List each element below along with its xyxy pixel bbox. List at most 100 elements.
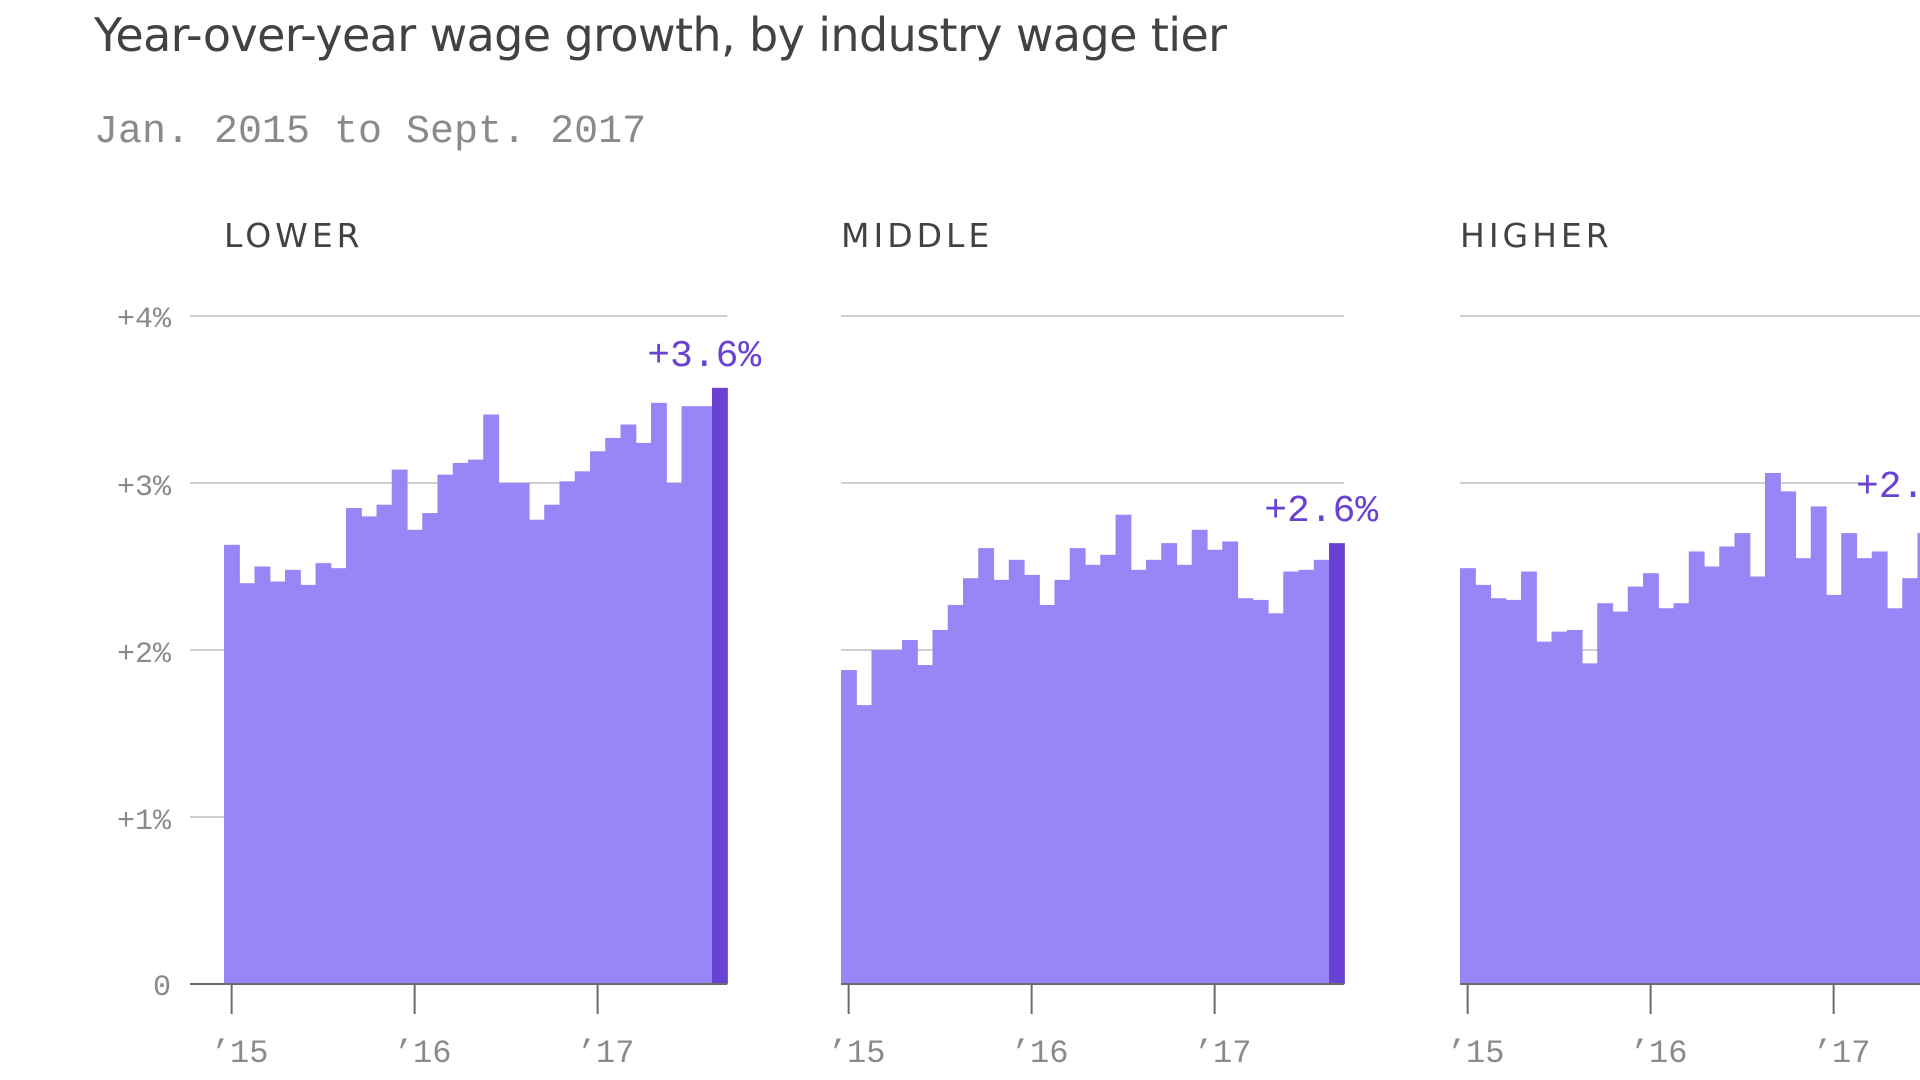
bar (437, 474, 454, 984)
y-tick-label: +4% (117, 303, 172, 337)
bar (422, 513, 439, 984)
bar (330, 568, 347, 984)
bar (1460, 568, 1476, 984)
x-tick-label: ’15 (828, 1035, 886, 1072)
bar (1085, 564, 1101, 984)
bar (1252, 599, 1269, 984)
bar (605, 437, 622, 984)
bar (1176, 564, 1193, 984)
bar (1749, 576, 1766, 984)
bar (1810, 506, 1827, 984)
bar (1597, 603, 1614, 984)
x-tick-label: ’17 (1194, 1035, 1252, 1072)
bar (978, 548, 995, 984)
bar (1795, 558, 1812, 984)
last-value-annotation: +3.6% (647, 335, 761, 378)
bar (1719, 546, 1736, 984)
bar (1673, 603, 1690, 984)
bar (391, 469, 408, 984)
bar (285, 569, 301, 984)
bar (1283, 571, 1300, 984)
bar (1161, 543, 1178, 984)
bar-highlight (1329, 543, 1345, 984)
bar (886, 650, 903, 984)
bar (1704, 566, 1720, 984)
y-tick-label: 0 (153, 971, 171, 1005)
bar (1298, 569, 1315, 984)
x-tick-label: ’15 (1447, 1035, 1505, 1072)
panel-middle: MIDDLE +2.6% ’15 ’16 ’17 (828, 216, 1379, 1072)
bar (1826, 594, 1842, 984)
panel-lower: LOWER +3.6% ’15 ’16 ’17 (190, 216, 761, 1072)
bar (1521, 571, 1537, 984)
bar (1734, 533, 1751, 984)
panel-title: LOWER (224, 216, 364, 255)
panel-title: MIDDLE (841, 216, 993, 255)
bar (498, 483, 515, 984)
bar (1191, 529, 1208, 984)
bar (1841, 533, 1858, 984)
x-tick-label: ’17 (1813, 1035, 1871, 1072)
bar (1856, 558, 1873, 984)
y-tick-label: +2% (117, 638, 172, 672)
y-tick-label: +3% (117, 471, 172, 505)
y-axis-labels: +4% +3% +2% +1% 0 (117, 303, 172, 1005)
bar (513, 483, 530, 984)
bar (529, 519, 545, 984)
bar (1582, 663, 1598, 984)
bar (269, 581, 286, 984)
bar (544, 504, 561, 984)
x-tick-label: ’16 (394, 1035, 452, 1072)
bar (1115, 514, 1132, 984)
bar (1222, 541, 1239, 984)
bar (856, 705, 873, 984)
bar (407, 529, 423, 984)
panel-title: HIGHER (1460, 216, 1613, 255)
bar (452, 462, 469, 985)
bar (590, 451, 606, 984)
bar (1871, 551, 1888, 984)
bar (1658, 608, 1675, 984)
bar (993, 579, 1010, 984)
x-tick-label: ’16 (1011, 1035, 1069, 1072)
last-value-annotation: +2. (1856, 466, 1920, 509)
bar (1475, 584, 1492, 984)
bar (681, 406, 698, 984)
bar (361, 516, 378, 984)
bar (1566, 629, 1583, 984)
bar (1100, 554, 1117, 984)
bar (346, 508, 362, 984)
bar (1551, 631, 1568, 984)
bar (1902, 578, 1919, 984)
bar (1505, 599, 1522, 984)
bar (1024, 574, 1040, 984)
bar (1490, 598, 1507, 984)
chart-subtitle: Jan. 2015 to Sept. 2017 (94, 110, 647, 155)
bar (947, 604, 964, 984)
bar (254, 566, 271, 984)
x-tick-label: ’16 (1630, 1035, 1688, 1072)
bar (300, 584, 317, 984)
bar (902, 639, 918, 984)
bar (1313, 559, 1330, 984)
bar (1688, 551, 1705, 984)
bar (841, 670, 857, 984)
bar (1237, 598, 1254, 984)
bar (315, 563, 332, 984)
bar (1643, 573, 1659, 984)
last-value-annotation: +2.6% (1264, 490, 1378, 533)
x-tick-label: ’15 (211, 1035, 269, 1072)
bar (559, 481, 576, 984)
bar (224, 544, 240, 984)
bar (917, 665, 934, 984)
bar (696, 406, 713, 984)
bar-highlight (712, 387, 728, 984)
bar (1612, 611, 1629, 984)
bar (574, 471, 591, 984)
x-tick-label: ’17 (577, 1035, 635, 1072)
bar (1536, 641, 1553, 984)
bar (666, 483, 683, 984)
bar (1207, 549, 1223, 984)
bar (1008, 559, 1025, 984)
